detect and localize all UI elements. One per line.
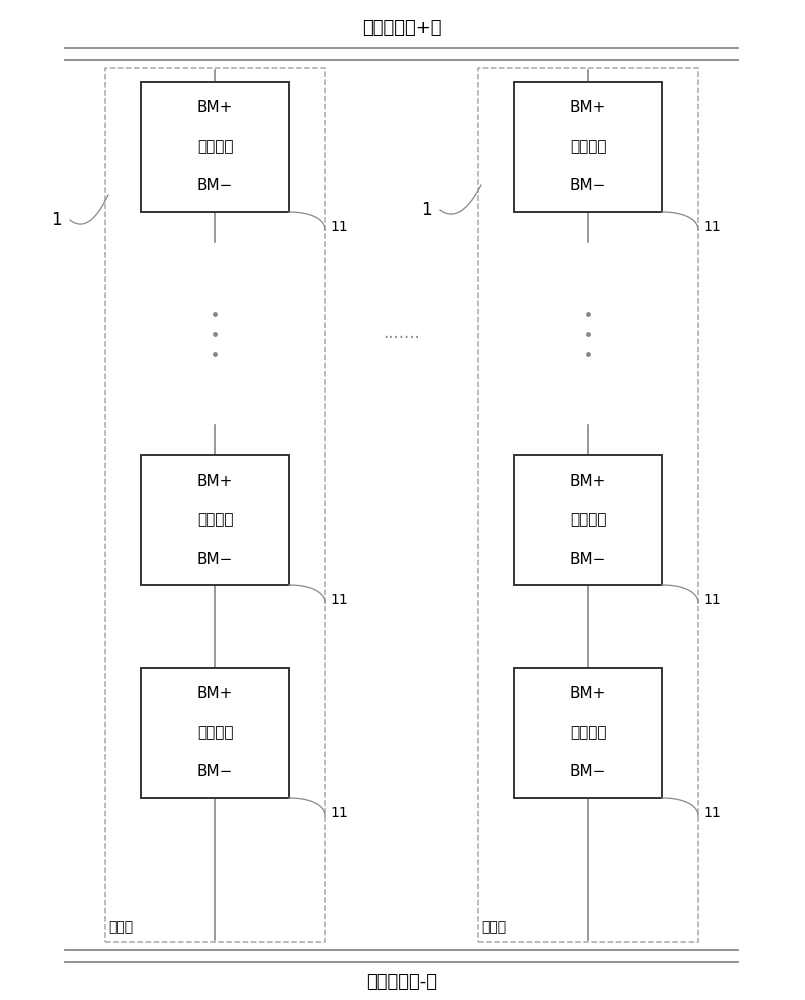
Text: 11: 11 bbox=[703, 220, 720, 234]
Text: 11: 11 bbox=[330, 220, 348, 234]
Text: 电池模块: 电池模块 bbox=[196, 512, 233, 528]
Text: 1: 1 bbox=[421, 201, 432, 219]
Bar bbox=[514, 668, 662, 798]
Text: BM−: BM− bbox=[570, 552, 606, 566]
Text: BM+: BM+ bbox=[196, 686, 233, 702]
Text: 电池模块: 电池模块 bbox=[570, 139, 606, 154]
Text: BM+: BM+ bbox=[570, 474, 606, 488]
Bar bbox=[141, 82, 289, 212]
Text: BM−: BM− bbox=[196, 178, 233, 194]
Text: BM−: BM− bbox=[196, 552, 233, 566]
Text: 11: 11 bbox=[330, 806, 348, 820]
Text: 直流母线（-）: 直流母线（-） bbox=[366, 973, 437, 991]
Bar bbox=[514, 82, 662, 212]
Text: 11: 11 bbox=[330, 593, 348, 607]
Text: BM−: BM− bbox=[570, 178, 606, 194]
Bar bbox=[141, 668, 289, 798]
Text: BM−: BM− bbox=[570, 764, 606, 780]
Text: BM+: BM+ bbox=[196, 474, 233, 488]
Text: BM+: BM+ bbox=[570, 686, 606, 702]
Text: 电池模块: 电池模块 bbox=[196, 726, 233, 740]
Text: BM+: BM+ bbox=[196, 101, 233, 115]
Text: 11: 11 bbox=[703, 593, 720, 607]
Text: .......: ....... bbox=[384, 324, 420, 342]
Text: 直流母线（+）: 直流母线（+） bbox=[362, 19, 442, 37]
Text: 电池模块: 电池模块 bbox=[570, 512, 606, 528]
Text: 电池簇: 电池簇 bbox=[481, 920, 506, 934]
Bar bbox=[478, 68, 698, 942]
Bar bbox=[141, 455, 289, 585]
Bar bbox=[514, 455, 662, 585]
Text: BM+: BM+ bbox=[570, 101, 606, 115]
Text: 1: 1 bbox=[52, 211, 62, 229]
Text: 电池簇: 电池簇 bbox=[108, 920, 133, 934]
Bar bbox=[105, 68, 325, 942]
Text: 11: 11 bbox=[703, 806, 720, 820]
Text: 电池模块: 电池模块 bbox=[196, 139, 233, 154]
Text: BM−: BM− bbox=[196, 764, 233, 780]
Text: 电池模块: 电池模块 bbox=[570, 726, 606, 740]
